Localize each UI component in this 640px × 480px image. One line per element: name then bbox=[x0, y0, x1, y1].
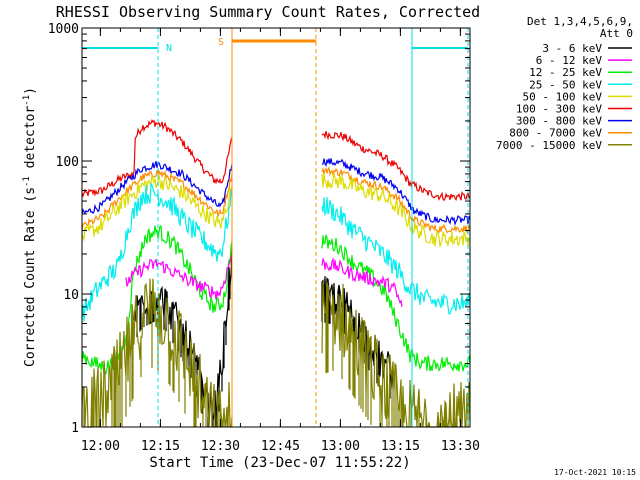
series-line-6-12-kev-seg-1 bbox=[125, 253, 233, 300]
series-line-100-300-kev-seg-2 bbox=[321, 130, 471, 202]
x-tick-label: 13:00 bbox=[321, 439, 360, 454]
legend-header-line-1: Det 1,3,4,5,6,9, bbox=[527, 15, 633, 28]
series-line-12-25-kev-seg-1 bbox=[81, 225, 233, 375]
series-line-7000-15000-kev-seg-1 bbox=[81, 278, 233, 428]
night-label: N bbox=[166, 43, 172, 54]
axis-layer: 12:00 12:15 12:30 12:45 13:00 13:15 13:30 1 10 10… bbox=[48, 22, 480, 454]
footer-timestamp: 17-Oct-2021 10:15 bbox=[554, 468, 636, 477]
series-line-100-300-kev-seg-1 bbox=[81, 119, 233, 198]
legend-label: 800 - 7000 keV bbox=[509, 127, 602, 140]
legend-label: 50 - 100 keV bbox=[523, 90, 603, 103]
saa-label: S bbox=[218, 37, 224, 48]
series-line-3-6-kev-seg-1 bbox=[133, 248, 233, 427]
x-tick-label: 12:00 bbox=[81, 439, 120, 454]
plot-data-layer bbox=[81, 119, 471, 428]
y-axis-label-mid: detector bbox=[23, 106, 38, 177]
y-axis-label-sup2: -1 bbox=[22, 95, 32, 106]
series-line-7000-15000-kev-seg-2 bbox=[321, 281, 471, 428]
legend-label: 12 - 25 keV bbox=[529, 66, 602, 79]
plot-frame bbox=[81, 27, 471, 428]
series-line-50-100-kev-seg-1 bbox=[81, 175, 233, 242]
series-line-50-100-kev-seg-2 bbox=[321, 173, 471, 247]
series-line-6-12-kev-seg-2 bbox=[321, 257, 403, 307]
series-line-12-25-kev-seg-2 bbox=[321, 234, 471, 372]
series-line-25-50-kev-seg-2 bbox=[321, 197, 471, 315]
series-line-300-800-kev-seg-1 bbox=[81, 161, 233, 215]
x-tick-label: 12:30 bbox=[201, 439, 240, 454]
legend-header-line-2: Att 0 bbox=[600, 27, 633, 40]
legend-label: 6 - 12 keV bbox=[536, 54, 603, 67]
x-tick-label: 13:15 bbox=[381, 439, 420, 454]
y-tick-label: 10 bbox=[63, 288, 79, 303]
series-line-800-7000-kev-seg-2 bbox=[321, 166, 471, 234]
series-line-25-50-kev-seg-1 bbox=[81, 182, 233, 322]
annotation-layer: NS bbox=[82, 28, 469, 427]
legend-label: 7000 - 15000 keV bbox=[496, 139, 602, 152]
y-tick-label: 1000 bbox=[48, 22, 79, 37]
y-axis-label: Corrected Count Rate (s-1 detector-1) bbox=[22, 87, 38, 367]
chart-title: RHESSI Observing Summary Count Rates, Co… bbox=[56, 3, 480, 21]
x-axis-label: Start Time (23-Dec-07 11:55:22) bbox=[149, 455, 410, 471]
legend-label: 100 - 300 keV bbox=[516, 103, 602, 116]
series-line-300-800-kev-seg-2 bbox=[321, 158, 471, 227]
x-tick-label: 12:45 bbox=[261, 439, 300, 454]
y-axis-label-sup1: -1 bbox=[22, 176, 32, 187]
x-tick-label: 13:30 bbox=[441, 439, 480, 454]
legend-label: 3 - 6 keV bbox=[542, 42, 602, 55]
y-axis-label-main: Corrected Count Rate (s bbox=[23, 187, 38, 367]
legend-label: 300 - 800 keV bbox=[516, 115, 602, 128]
x-tick-label: 12:15 bbox=[141, 439, 180, 454]
y-tick-label: 1 bbox=[71, 421, 79, 436]
legend-label: 25 - 50 keV bbox=[529, 78, 602, 91]
series-line-800-7000-kev-seg-1 bbox=[81, 169, 233, 230]
y-axis-label-end: ) bbox=[23, 87, 38, 95]
y-tick-label: 100 bbox=[56, 155, 79, 170]
